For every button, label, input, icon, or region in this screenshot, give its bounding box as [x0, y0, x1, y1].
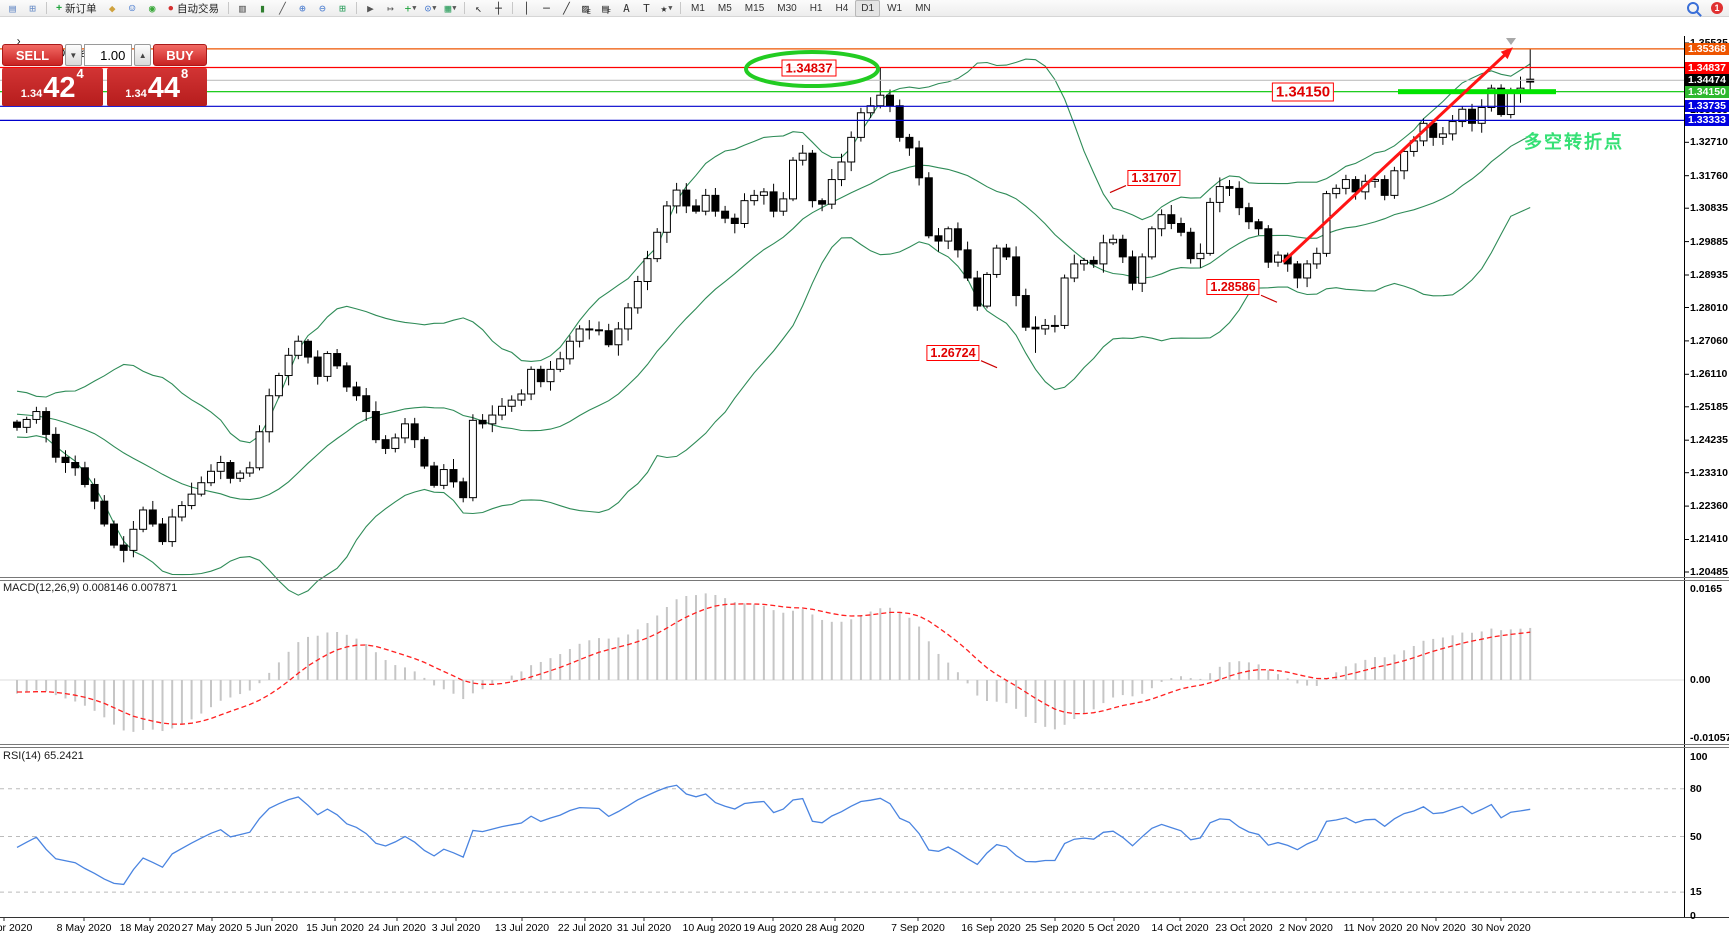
- price-annotation-1.31707[interactable]: 1.31707: [1127, 169, 1181, 186]
- volume-increase-button[interactable]: ▲: [134, 44, 151, 66]
- horizontal-line-icon[interactable]: ─: [543, 1, 550, 15]
- cursor-icon[interactable]: ↖: [475, 1, 482, 15]
- zoom-in-icon[interactable]: ⊕: [299, 1, 306, 15]
- templates-icon[interactable]: ▦ ▼: [444, 1, 457, 15]
- main-toolbar: ▤ ⊞ + 新订单 ◆ ☺ ◉ ● 自动交易 ▥ ▮ ╱ ⊕ ⊖ ⊞ ▶ ↦ + ▼ ⊙ ▼ ▦ ▼ ↖ ┼ │ ─ ╱ ▨ E ▤ F A T ★…: [0, 0, 1729, 17]
- new-chart-icon[interactable]: ▤: [9, 1, 16, 15]
- toolbar-separator: [679, 2, 681, 14]
- timeframe-mn[interactable]: MN: [915, 2, 931, 14]
- one-click-trading-panel: SELL ▼ 1.00 ▲ BUY 1.34 42 4 1.34 44 8: [2, 44, 207, 106]
- support-highlight: [1398, 89, 1556, 95]
- signal-icon[interactable]: ◉: [148, 1, 156, 15]
- fibonacci-icon[interactable]: ▤ F: [602, 1, 611, 16]
- auto-scroll-icon[interactable]: ▶: [367, 1, 374, 15]
- periods-icon[interactable]: ⊙ ▼: [424, 1, 437, 15]
- buy-price-button[interactable]: 1.34 44 8: [106, 66, 207, 106]
- zoom-out-icon[interactable]: ⊖: [319, 1, 326, 15]
- macd-signal-line: [17, 603, 1531, 725]
- sell-price-button[interactable]: 1.34 42 4: [2, 66, 103, 106]
- bollinger-upper: [16, 58, 1531, 444]
- cn-annotation-text[interactable]: 多空转折点: [1524, 132, 1624, 152]
- sell-button[interactable]: SELL: [2, 44, 63, 66]
- chart-shift-icon[interactable]: ↦: [387, 1, 394, 15]
- autotrade-button[interactable]: ● 自动交易: [163, 1, 224, 16]
- trend-arrow: [1281, 48, 1512, 264]
- volume-decrease-button[interactable]: ▼: [65, 44, 82, 66]
- timeframe-m30[interactable]: M30: [777, 2, 797, 14]
- notification-badge[interactable]: 1: [1711, 2, 1723, 14]
- chevron-icon: ›: [16, 36, 21, 48]
- crosshair-icon[interactable]: ┼: [495, 1, 502, 15]
- autotrade-button-label: 自动交易: [176, 2, 219, 15]
- text-label-icon[interactable]: T: [643, 1, 650, 15]
- rsi-line: [16, 784, 1531, 886]
- buy-price-sup: 8: [180, 66, 189, 81]
- sell-price-sup: 4: [76, 66, 84, 81]
- price-annotation-1.26724[interactable]: 1.26724: [926, 344, 980, 361]
- buy-price-small: 1.34: [125, 88, 147, 100]
- timeframe-w1[interactable]: W1: [887, 2, 903, 14]
- timeframe-m5[interactable]: M5: [717, 2, 732, 14]
- toolbar-separator: [46, 2, 47, 14]
- trend-arrow-head: [1500, 47, 1513, 60]
- new-order-button-label: 新订单: [65, 2, 97, 15]
- indicators-icon[interactable]: + ▼: [404, 1, 417, 15]
- price-annotation-1.28586[interactable]: 1.28586: [1206, 279, 1260, 296]
- toolbar-separator: [227, 2, 229, 14]
- bucket-icon[interactable]: ◆: [108, 1, 116, 15]
- line-chart-icon[interactable]: ╱: [279, 1, 286, 15]
- bar-chart-icon[interactable]: ▥: [239, 1, 246, 15]
- timeframe-h4[interactable]: H4: [835, 2, 849, 14]
- toolbar-separator: [355, 2, 357, 14]
- timeframe-m15[interactable]: M15: [744, 2, 765, 14]
- price-annotation-1.34150[interactable]: 1.34150: [1271, 82, 1335, 102]
- trendline-icon[interactable]: ╱: [563, 1, 570, 15]
- bollinger-lower: [16, 206, 1531, 596]
- sell-price-big: 42: [43, 72, 76, 104]
- new-order-button[interactable]: + 新订单: [51, 1, 102, 16]
- expert-advisor-icon[interactable]: ☺: [128, 1, 136, 15]
- highlight-ellipse: [744, 50, 880, 88]
- timeframe-d1[interactable]: D1: [855, 0, 881, 17]
- autotrade-button-icon: ●: [167, 2, 174, 14]
- bollinger-middle: [16, 135, 1531, 501]
- window-zoom-icon[interactable]: ⊞: [29, 1, 36, 15]
- toolbar-separator: [463, 2, 465, 14]
- buy-button[interactable]: BUY: [152, 44, 207, 66]
- timeframe-m1[interactable]: M1: [690, 2, 705, 14]
- text-icon[interactable]: A: [623, 1, 630, 15]
- timeframe-h1[interactable]: H1: [809, 2, 823, 14]
- toolbar-separator: [511, 2, 513, 14]
- price-annotation-1.34837[interactable]: 1.34837: [781, 59, 837, 77]
- vertical-line-icon[interactable]: │: [523, 1, 530, 15]
- search-icon[interactable]: [1683, 0, 1702, 17]
- arrows-icon[interactable]: ★ ▼: [660, 1, 673, 15]
- volume-input[interactable]: 1.00: [83, 44, 133, 66]
- tile-windows-icon[interactable]: ⊞: [339, 1, 346, 15]
- candlestick-icon[interactable]: ▮: [259, 1, 266, 15]
- new-order-button-icon: +: [56, 2, 63, 14]
- buy-price-big: 44: [147, 72, 180, 104]
- equidistant-channel-icon[interactable]: ▨ E: [582, 1, 591, 16]
- sell-price-small: 1.34: [20, 88, 43, 100]
